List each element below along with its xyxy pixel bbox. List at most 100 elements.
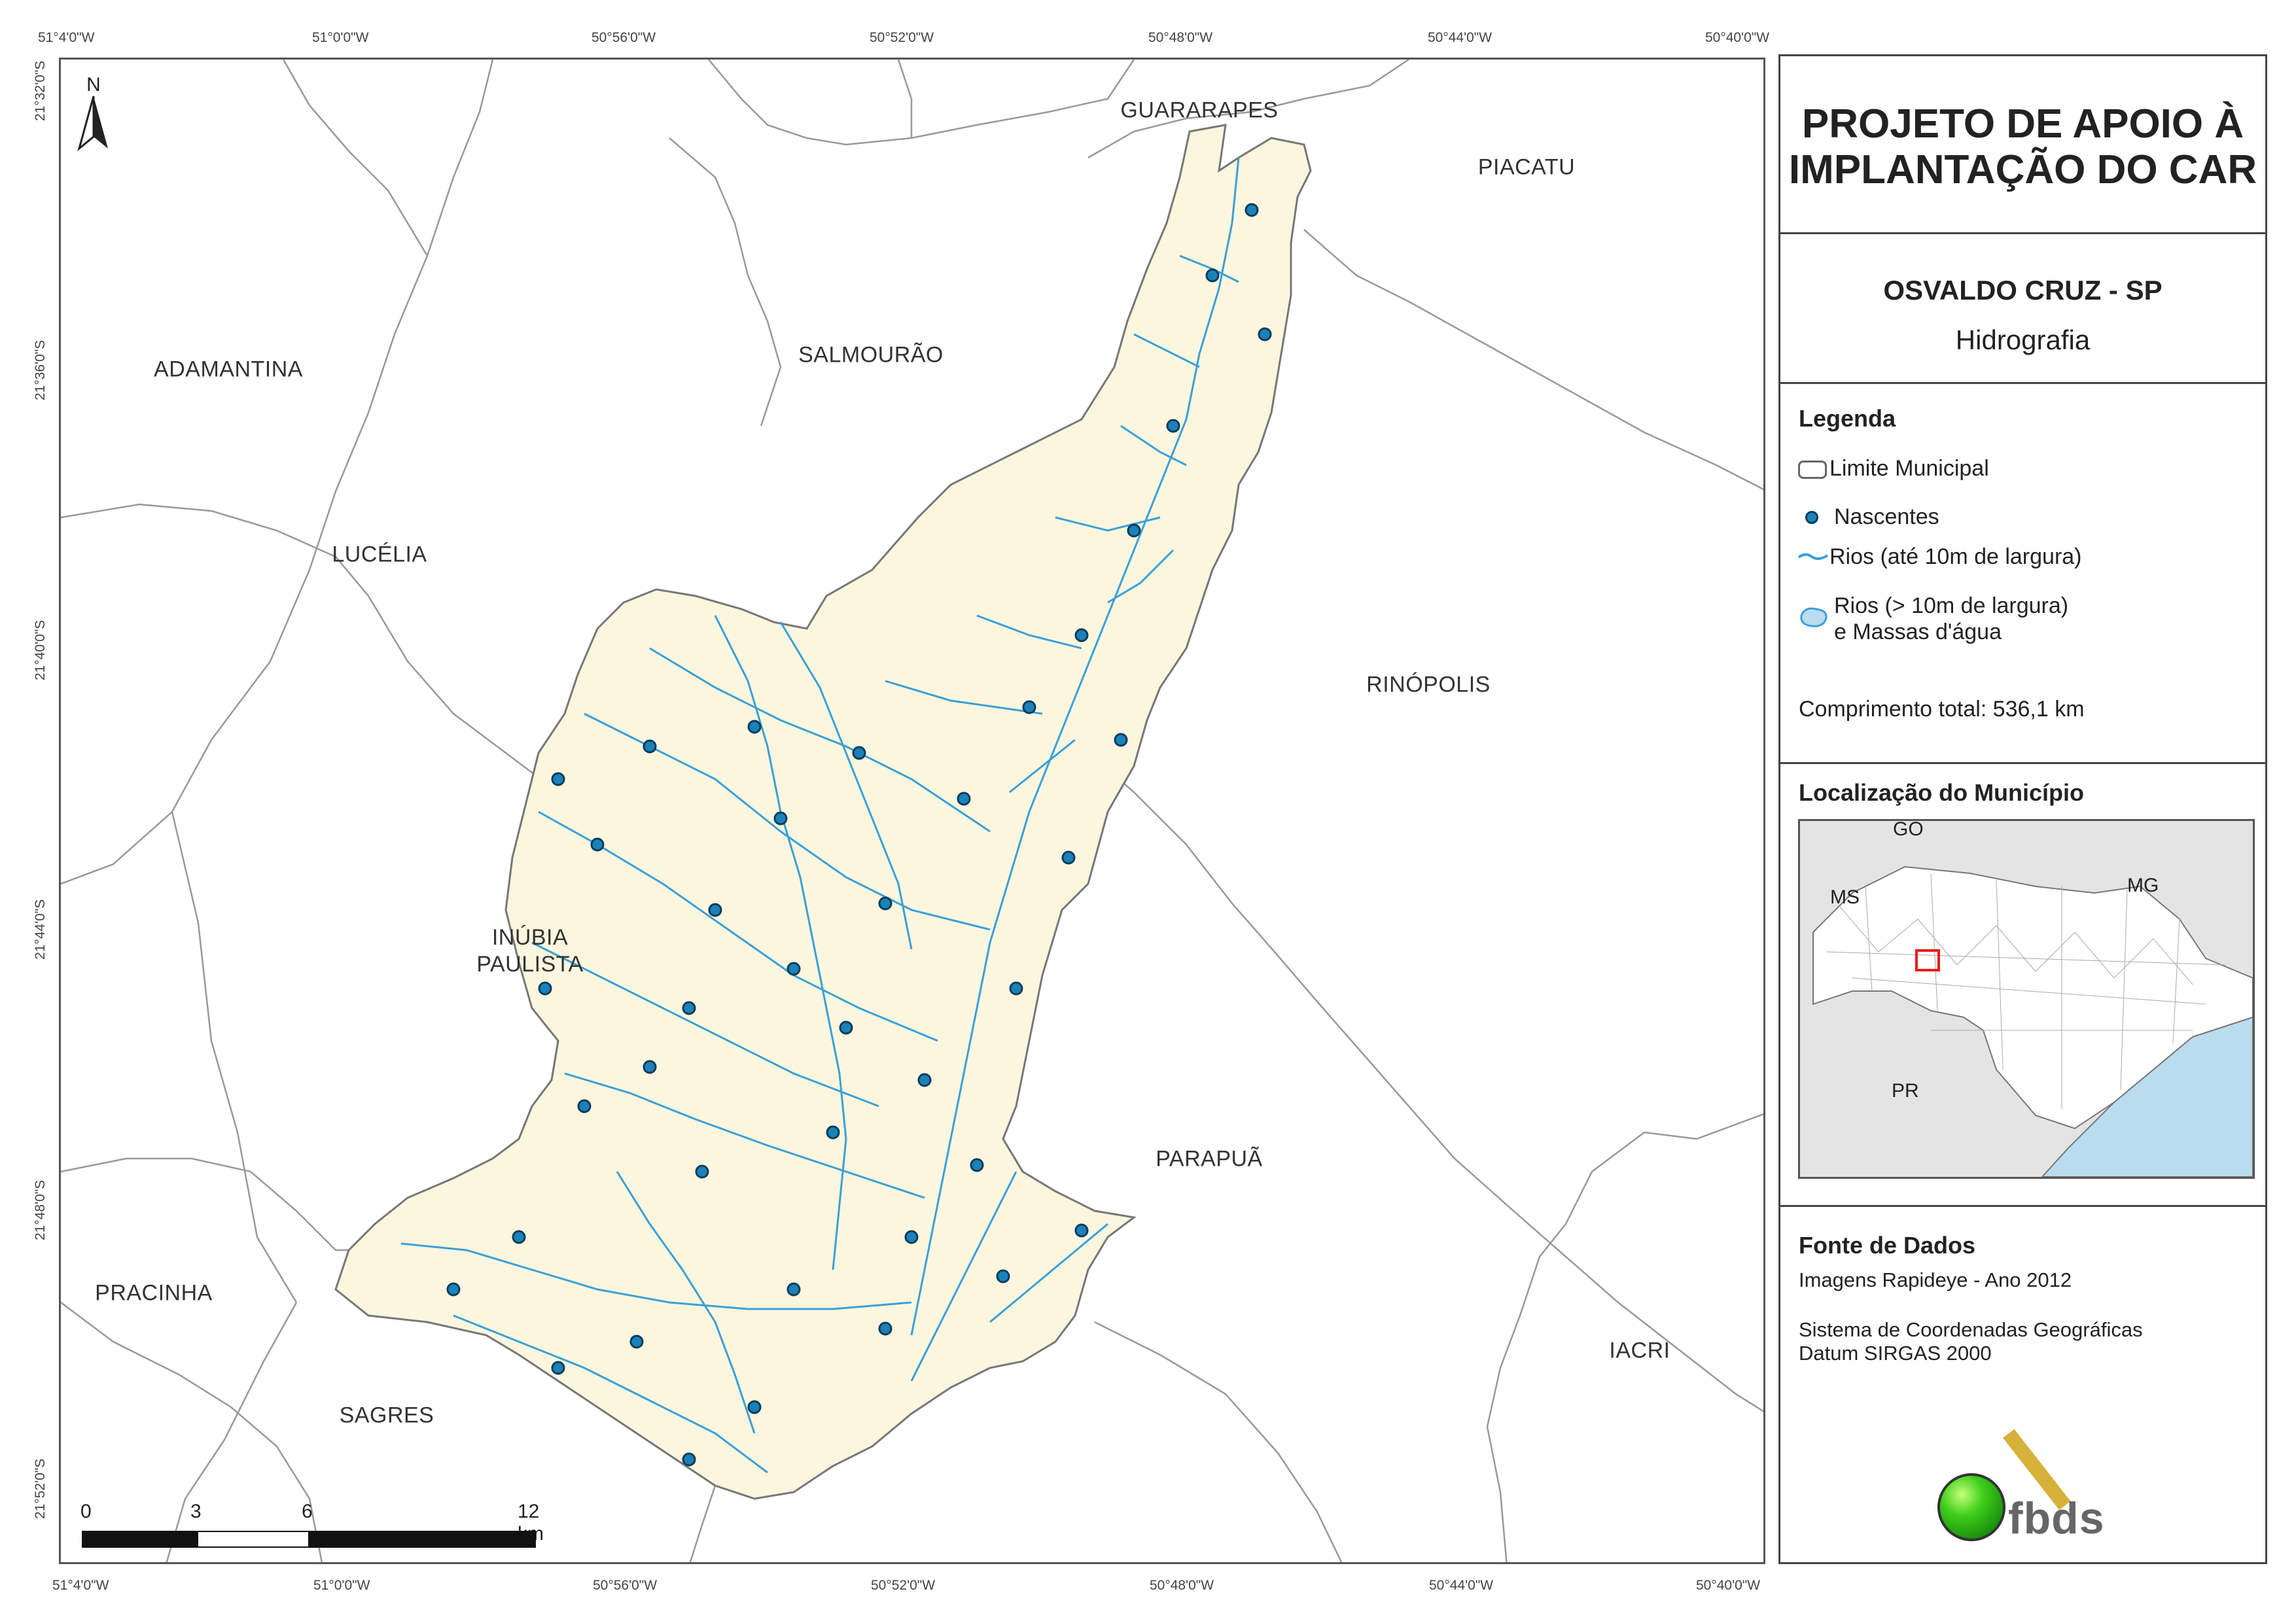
coord-top-3: 50°56'0"W	[592, 30, 656, 45]
spring-point	[695, 1164, 709, 1179]
spring-point	[446, 1282, 461, 1297]
place-lucelia: LUCÉLIA	[332, 542, 427, 567]
river-line	[649, 647, 991, 833]
river-line	[989, 1223, 1108, 1323]
locator-label-ms: MS	[1830, 886, 1860, 908]
spring-point	[1114, 733, 1128, 747]
coord-left-2: 21°36'0"S	[33, 340, 48, 400]
place-iacri: IACRI	[1609, 1338, 1670, 1363]
sources-heading: Fonte de Dados	[1799, 1232, 1976, 1259]
place-guararapes: GUARARAPES	[1120, 97, 1279, 123]
river-network	[400, 157, 1240, 1474]
spring-point	[708, 903, 722, 917]
north-arrow: N	[74, 74, 113, 152]
title-line2: IMPLANTAÇÃO DO CAR	[1788, 147, 2257, 192]
scale-tick-3: 3	[190, 1501, 202, 1522]
logo-text: fbds	[2008, 1493, 2105, 1543]
spring-point	[904, 1230, 919, 1244]
spring-point	[577, 1099, 592, 1113]
river-line	[1133, 333, 1200, 368]
legend-label-rivers-large-1: Rios (> 10m de largura)	[1834, 593, 2069, 618]
grid-line	[1826, 951, 2226, 1031]
locator-municipal-grid	[1826, 873, 2226, 1109]
spring-point	[1245, 203, 1259, 217]
place-inubia-paulista: INÚBIA PAULISTA	[476, 924, 583, 978]
spring-point	[643, 739, 657, 754]
locator-highlight	[1915, 949, 1940, 971]
title-box: PROJETO DE APOIO À IMPLANTAÇÃO DO CAR	[1778, 54, 2267, 234]
spring-point	[773, 811, 788, 826]
boundary-line	[282, 60, 429, 256]
place-sagres: SAGRES	[339, 1403, 434, 1428]
spring-point	[970, 1158, 984, 1172]
place-parapua: PARAPUÃ	[1156, 1146, 1263, 1172]
spring-point	[512, 1230, 526, 1244]
spring-point	[682, 1452, 696, 1467]
locator-map[interactable]: GO MS MG PR	[1798, 819, 2255, 1179]
river-line	[616, 1171, 756, 1434]
place-piacatu: PIACATU	[1477, 154, 1576, 180]
total-length: Comprimento total: 536,1 km	[1799, 697, 2085, 722]
spring-point	[1205, 268, 1220, 283]
legend-label-rivers-large-2: e Massas d'água	[1834, 620, 2002, 644]
boundary-line	[61, 503, 599, 794]
river-line	[910, 1171, 1017, 1382]
scale-tick-6: 6	[302, 1501, 313, 1522]
boundary-line	[669, 137, 782, 427]
title-line1: PROJETO DE APOIO À	[1801, 101, 2244, 147]
coord-left-6: 21°52'0"S	[33, 1458, 48, 1519]
coord-top-2: 51°0'0"W	[312, 30, 369, 45]
spring-point	[1074, 628, 1089, 642]
place-rinopolis: RINÓPOLIS	[1366, 672, 1491, 697]
river-line	[976, 614, 1082, 650]
boundary-line	[897, 60, 913, 138]
spring-point	[1022, 700, 1036, 714]
fbds-logo: fbds	[1937, 1429, 2134, 1545]
spring-point	[551, 772, 565, 786]
spring-point	[682, 1001, 696, 1015]
spring-point	[852, 746, 866, 760]
spring-point	[590, 837, 605, 852]
boundary-line	[689, 1485, 716, 1562]
boundary-line	[166, 1302, 298, 1562]
spring-point	[1061, 850, 1076, 865]
theme-title: Hidrografia	[1955, 324, 2091, 355]
river-line	[779, 621, 913, 950]
municipality-polygon	[334, 124, 1312, 1500]
locator-label-mg: MG	[2127, 875, 2159, 896]
legend-divider-2	[1780, 1205, 2265, 1207]
spring-point	[747, 720, 762, 734]
coord-bottom-2: 51°0'0"W	[313, 1578, 370, 1593]
logo-sphere-icon	[1937, 1473, 2005, 1541]
spring-point	[538, 981, 552, 996]
north-arrow-left	[77, 96, 95, 152]
coord-bottom-1: 51°4'0"W	[52, 1578, 109, 1593]
spring-point	[826, 1125, 840, 1140]
map-frame[interactable]: GUARARAPES PIACATU SALMOURÃO ADAMANTINA …	[59, 58, 1765, 1564]
spring-point	[1127, 523, 1141, 538]
legend-label-rivers-small: Rios (até 10m de largura)	[1829, 544, 2082, 569]
spring-point	[957, 792, 971, 806]
spring-points	[446, 203, 1272, 1467]
spring-point	[551, 1361, 565, 1375]
river-line	[714, 615, 847, 1270]
river-line	[564, 1072, 925, 1199]
boundary-line	[171, 811, 298, 1303]
spring-point	[878, 896, 892, 911]
place-salmourao: SALMOURÃO	[798, 342, 944, 368]
sources-line1: Imagens Rapideye - Ano 2012	[1799, 1268, 2072, 1291]
river-line-symbol	[1797, 553, 1829, 560]
place-adamantina: ADAMANTINA	[154, 357, 303, 382]
coord-bottom-4: 50°52'0"W	[871, 1578, 936, 1593]
place-pracinha: PRACINHA	[95, 1280, 213, 1306]
legend-label-boundary: Limite Municipal	[1829, 456, 1989, 481]
scale-segment-3	[309, 1531, 536, 1548]
scale-tick-0: 0	[80, 1501, 92, 1522]
coord-bottom-3: 50°56'0"W	[593, 1578, 658, 1593]
locator-state-sp	[1812, 865, 2253, 1130]
sources-line2: Sistema de Coordenadas Geográficas	[1799, 1318, 2143, 1341]
boundary-line	[1087, 60, 1409, 159]
river-line	[1107, 549, 1174, 604]
map-canvas[interactable]	[61, 60, 1765, 1564]
coord-left-3: 21°40'0"S	[33, 620, 48, 680]
